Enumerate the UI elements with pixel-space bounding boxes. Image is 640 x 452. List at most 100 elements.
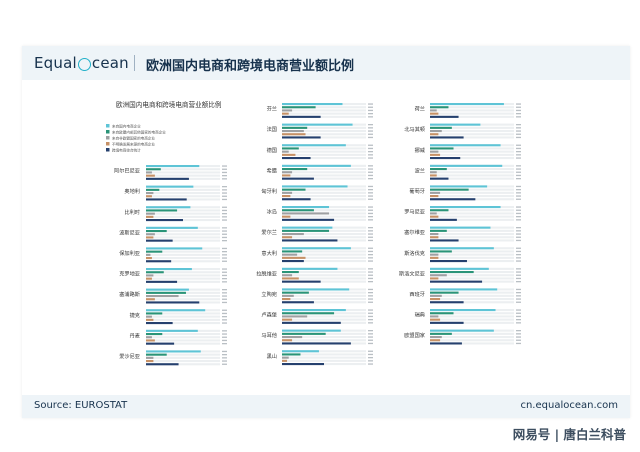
bar-track <box>430 133 514 136</box>
value-label-stub <box>368 157 373 159</box>
value-label-stub <box>368 151 373 153</box>
group-label: 意大利 <box>261 249 277 257</box>
bar-track <box>430 157 514 160</box>
bar <box>282 130 304 133</box>
value-label-stub <box>368 216 373 218</box>
value-label-stub <box>368 342 373 345</box>
bar-track <box>146 212 220 215</box>
bar-track <box>430 260 514 263</box>
bar <box>282 353 301 356</box>
value-label-stub <box>222 209 227 212</box>
value-label-stub <box>222 330 227 332</box>
bar-track <box>146 342 220 345</box>
group-label: 卢森堡 <box>261 311 277 319</box>
value-label-stub <box>368 277 373 280</box>
bar-track <box>146 253 220 256</box>
bar <box>430 168 447 171</box>
bar-track <box>430 250 514 253</box>
bar-track <box>146 333 220 336</box>
value-label-stub <box>222 322 227 324</box>
bar <box>430 206 501 209</box>
site-url: cn.equalocean.com <box>520 400 618 411</box>
value-label-stub <box>368 144 373 146</box>
value-label-stub <box>222 257 227 259</box>
value-label-stub <box>516 195 521 197</box>
bar-track <box>282 147 366 150</box>
bar-track <box>430 294 514 297</box>
bar <box>430 164 503 167</box>
bar-track <box>146 360 220 363</box>
bar <box>282 153 296 156</box>
bar <box>146 198 187 201</box>
value-label-stub <box>516 189 521 191</box>
bar <box>146 168 161 171</box>
group-label: 欧盟国家 <box>404 331 425 339</box>
value-label-stub <box>516 281 521 283</box>
value-label-stub <box>368 298 373 300</box>
bar <box>430 315 439 318</box>
value-label-stub <box>516 185 521 188</box>
bar-track <box>430 177 514 180</box>
group-label: 冰岛 <box>267 208 277 216</box>
value-label-stub <box>368 271 373 273</box>
bar <box>146 322 173 325</box>
bar <box>430 126 452 129</box>
bar-track <box>430 218 514 221</box>
value-label-stub <box>368 116 373 118</box>
bar-track <box>146 250 220 253</box>
bar <box>146 342 175 345</box>
value-label-stub <box>222 230 227 232</box>
bar <box>146 333 163 336</box>
value-label-stub <box>516 133 521 135</box>
group-label: 波兰 <box>415 166 425 174</box>
value-label-stub <box>516 236 521 238</box>
bar-track <box>146 192 220 195</box>
bar <box>146 268 192 271</box>
value-label-stub <box>222 178 227 180</box>
value-label-stub <box>368 178 373 180</box>
logo-prefix: Equal <box>34 54 77 72</box>
bar <box>282 215 291 218</box>
bar-track <box>146 295 220 298</box>
value-label-stub <box>516 151 521 153</box>
value-label-stub <box>222 354 227 356</box>
bar-track <box>430 312 514 315</box>
value-label-stub <box>222 281 227 283</box>
bar <box>282 206 330 209</box>
bar <box>430 336 442 339</box>
bar <box>430 332 452 335</box>
bar <box>146 226 198 229</box>
bar <box>282 329 341 332</box>
value-label-stub <box>516 339 521 341</box>
value-label-stub <box>368 192 373 194</box>
value-label-stub <box>516 288 521 291</box>
value-label-stub <box>516 109 521 112</box>
value-label-stub <box>222 333 227 335</box>
bar <box>146 312 163 315</box>
bar <box>430 236 439 239</box>
bar <box>430 318 441 321</box>
bar-track <box>282 115 366 118</box>
bar <box>146 356 154 359</box>
group-label: 塞尔维亚 <box>404 228 425 236</box>
legend-swatch <box>106 142 110 146</box>
value-label-stub <box>368 360 373 362</box>
bar-track <box>430 256 514 259</box>
value-label-stub <box>516 154 521 156</box>
value-label-stub <box>516 147 521 150</box>
bar <box>282 218 335 221</box>
value-label-stub <box>516 322 521 324</box>
bar-track <box>430 215 514 218</box>
bar <box>430 229 447 232</box>
bar-track <box>146 353 220 356</box>
value-label-stub <box>516 227 521 229</box>
value-label-stub <box>516 312 521 314</box>
value-label-stub <box>222 295 227 297</box>
group-label: 斯洛伐克 <box>404 249 425 257</box>
logo-o-ring-icon <box>77 57 91 71</box>
value-label-stub <box>368 357 373 359</box>
value-label-stub <box>368 268 373 270</box>
value-label-stub <box>516 239 521 242</box>
bar <box>146 363 179 366</box>
bar <box>430 288 498 291</box>
